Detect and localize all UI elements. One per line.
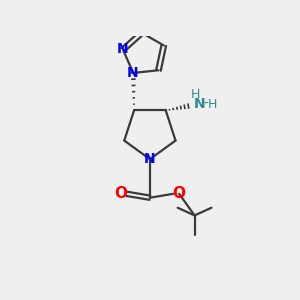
Text: O: O xyxy=(173,186,186,201)
Text: N: N xyxy=(194,97,206,111)
Text: O: O xyxy=(114,186,127,201)
Text: N: N xyxy=(117,42,129,56)
Text: H: H xyxy=(207,98,217,111)
Text: N: N xyxy=(127,66,138,80)
Text: N: N xyxy=(144,152,156,166)
Text: -: - xyxy=(203,97,208,111)
Text: H: H xyxy=(191,88,200,101)
